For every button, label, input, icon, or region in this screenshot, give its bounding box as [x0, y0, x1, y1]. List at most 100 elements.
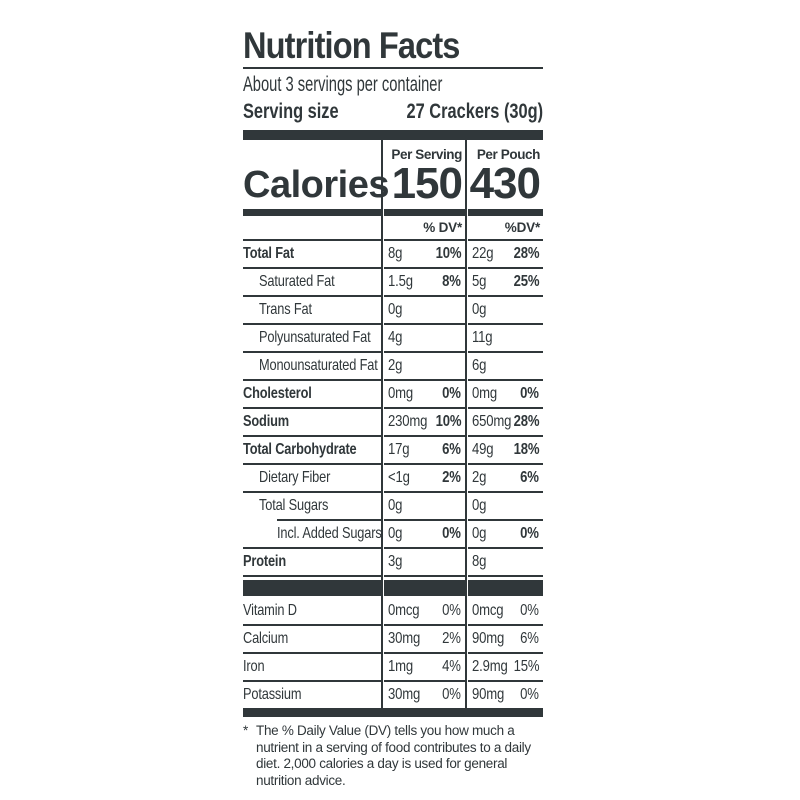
per-serving-daily-value: 2% [442, 469, 461, 487]
per-pouch-amount: 0mg [472, 385, 498, 403]
per-pouch-amount: 0g [472, 301, 487, 319]
per-pouch-daily-value: 0% [520, 686, 539, 704]
nutrient-name: Calcium [243, 630, 289, 648]
vitamin-rows: Vitamin D 0mcg 0% 0mcg 0% Calcium 30mg 2… [243, 596, 543, 708]
per-pouch-cell: 22g 28% [468, 239, 543, 267]
per-serving-dv-header: % DV* [423, 220, 462, 236]
per-serving-cell: 3g [384, 547, 465, 575]
bottom-separator-bar [243, 708, 543, 718]
per-pouch-cell: 6g [468, 351, 543, 379]
per-pouch-cell: 8g [468, 547, 543, 575]
nutrient-row: Saturated Fat 1.5g 8% 5g 25% [243, 267, 543, 295]
per-serving-amount: 30mg [388, 686, 421, 704]
nutrient-name-cell: Total Sugars [243, 491, 381, 519]
nutrient-row: Incl. Added Sugars 0g 0% 0g 0% [243, 519, 543, 547]
nutrient-name: Total Fat [243, 245, 294, 263]
nutrient-name: Total Sugars [259, 497, 329, 515]
nutrient-row: Trans Fat 0g 0g [243, 295, 543, 323]
nutrient-name-cell: Total Carbohydrate [243, 435, 381, 463]
per-serving-amount: 30mg [388, 630, 421, 648]
per-serving-cell: 0mcg 0% [384, 596, 465, 624]
per-pouch-amount: 11g [472, 329, 493, 347]
serving-size-row: Serving size 27 Crackers (30g) [243, 98, 543, 125]
nutrient-name-cell: Cholesterol [243, 379, 381, 407]
per-serving-daily-value: 0% [442, 602, 461, 620]
nutrient-name: Monounsaturated Fat [259, 357, 378, 375]
per-serving-amount: 0g [388, 497, 403, 515]
per-pouch-cell: 0mcg 0% [468, 596, 543, 624]
nutrient-name: Protein [243, 553, 286, 571]
nutrient-name-cell: Dietary Fiber [243, 463, 381, 491]
per-pouch-amount: 8g [472, 553, 487, 571]
column-divider-2 [465, 140, 467, 709]
per-serving-daily-value: 4% [442, 658, 461, 676]
calories-per-pouch: Per Pouch 430 [468, 144, 543, 207]
label-title-text: Nutrition Facts [243, 25, 460, 66]
per-serving-amount: 2g [388, 357, 403, 375]
per-pouch-daily-value: 28% [513, 413, 539, 431]
nutrient-name: Dietary Fiber [259, 469, 331, 487]
per-serving-amount: 0g [388, 301, 403, 319]
per-serving-calories-value: 150 [391, 159, 463, 209]
per-serving-daily-value: 10% [435, 245, 461, 263]
per-pouch-daily-value: 18% [513, 441, 539, 459]
per-serving-daily-value: 10% [435, 413, 461, 431]
nutrient-row: Total Carbohydrate 17g 6% 49g 18% [243, 435, 543, 463]
nutrition-label: Nutrition Facts About 3 servings per con… [243, 26, 543, 789]
nutrient-row: Monounsaturated Fat 2g 6g [243, 351, 543, 379]
per-pouch-amount: 2.9mg [472, 658, 508, 676]
per-pouch-dv-header: %DV* [504, 220, 540, 236]
nutrient-row: Cholesterol 0mg 0% 0mg 0% [243, 379, 543, 407]
per-serving-amount: 1mg [388, 658, 414, 676]
per-pouch-amount: 90mg [472, 686, 505, 704]
per-serving-daily-value: 0% [442, 525, 461, 543]
nutrient-name-cell: Vitamin D [243, 596, 381, 624]
per-pouch-cell: 49g 18% [468, 435, 543, 463]
separator-bar-right [468, 580, 543, 597]
nutrient-row: Calcium 30mg 2% 90mg 6% [243, 624, 543, 652]
per-serving-daily-value: 0% [442, 385, 461, 403]
nutrient-row: Sodium 230mg 10% 650mg 28% [243, 407, 543, 435]
nutrient-name: Incl. Added Sugars [277, 525, 382, 543]
per-pouch-daily-value: 0% [520, 525, 539, 543]
nutrient-name-cell: Iron [243, 652, 381, 680]
per-serving-cell: 0mg 0% [384, 379, 465, 407]
per-pouch-cell: 2g 6% [468, 463, 543, 491]
per-serving-daily-value: 2% [442, 630, 461, 648]
per-pouch-amount: 0g [472, 525, 487, 543]
nutrient-name: Sodium [243, 413, 289, 431]
footnote-text: The % Daily Value (DV) tells you how muc… [256, 723, 531, 788]
nutrient-name-cell: Protein [243, 547, 381, 575]
per-pouch-daily-value: 6% [520, 469, 539, 487]
per-serving-header: Per Serving [391, 147, 462, 163]
per-pouch-cell: 90mg 0% [468, 680, 543, 708]
per-serving-amount: 8g [388, 245, 403, 263]
column-divider-1 [381, 140, 383, 709]
label-body: Calories Per Serving 150 Per Pouch 430 %… [243, 140, 543, 709]
nutrient-row: Iron 1mg 4% 2.9mg 15% [243, 652, 543, 680]
per-serving-cell: 2g [384, 351, 465, 379]
nutrient-name-cell: Total Fat [243, 239, 381, 267]
nutrient-name-cell: Polyunsaturated Fat [243, 323, 381, 351]
per-pouch-calories-value: 430 [469, 159, 541, 209]
nutrient-name: Polyunsaturated Fat [259, 329, 371, 347]
per-pouch-amount: 2g [472, 469, 487, 487]
per-serving-cell: 4g [384, 323, 465, 351]
nutrient-row: Protein 3g 8g [243, 547, 543, 575]
per-pouch-daily-value: 0% [520, 385, 539, 403]
nutrient-name: Trans Fat [259, 301, 312, 319]
per-pouch-daily-value: 6% [520, 630, 539, 648]
nutrient-name: Iron [243, 658, 265, 676]
per-serving-amount: 0g [388, 525, 403, 543]
per-pouch-header: Per Pouch [476, 147, 541, 163]
calories-per-serving: Per Serving 150 [384, 144, 465, 207]
per-pouch-amount: 6g [472, 357, 487, 375]
calories-section: Calories Per Serving 150 Per Pouch 430 [243, 140, 543, 207]
nutrient-row: Polyunsaturated Fat 4g 11g [243, 323, 543, 351]
label-title: Nutrition Facts [243, 25, 543, 70]
per-serving-amount: 3g [388, 553, 403, 571]
per-pouch-amount: 49g [472, 441, 494, 459]
per-serving-cell: 8g 10% [384, 239, 465, 267]
per-serving-cell: 0g [384, 491, 465, 519]
